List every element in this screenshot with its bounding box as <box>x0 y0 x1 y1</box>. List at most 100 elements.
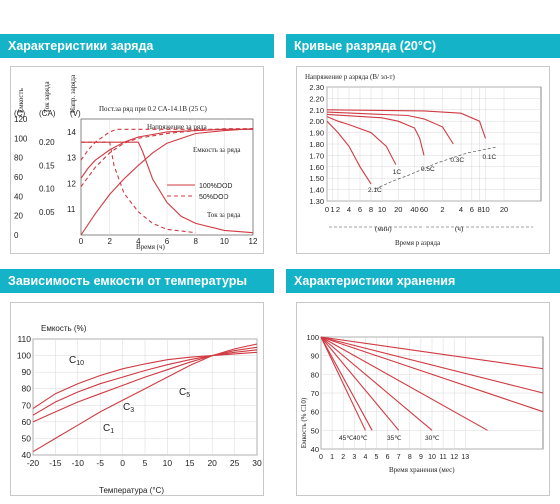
discharge-curve-1C <box>326 116 397 165</box>
discharge-label-01C: 0.1C <box>482 154 496 161</box>
discharge-tick-x-h: 20 <box>500 205 508 214</box>
charge-tick-capacity: 0 <box>14 231 19 240</box>
temp-tick-y: 90 <box>22 367 32 377</box>
charge-current-50dod <box>81 141 196 234</box>
discharge-endpoint-line <box>374 146 498 190</box>
storage-curve-8 <box>320 336 544 370</box>
charge-tick-current: 0.10 <box>39 185 55 194</box>
temp-y-title: Емкость (%) <box>41 324 87 333</box>
storage-curve-3 <box>320 336 400 431</box>
discharge-tick-x-min: 6 <box>358 205 362 214</box>
temp-tick-x: 10 <box>163 458 173 468</box>
axis-voltage-title: Напр. заряда <box>69 74 77 113</box>
axis-current-title: Ток заряда <box>43 80 51 113</box>
storage-tick-x: 1 <box>330 454 334 461</box>
temp-tick-y: 80 <box>22 384 32 394</box>
temp-label-c1: C1 <box>103 423 114 435</box>
charge-x-title: Время (ч) <box>136 243 166 251</box>
temp-tick-x: 20 <box>207 458 217 468</box>
discharge-tick-x-min: 2 <box>336 205 340 214</box>
discharge-chart-frame: Напряжение р азряда (В/ эл-т) (мин) (ч) … <box>296 66 550 254</box>
storage-x-title: Время хранения (мес) <box>389 466 455 474</box>
discharge-tick-x-h: 8 <box>477 205 481 214</box>
storage-tick-y: 80 <box>311 370 319 379</box>
charge-panel-title: Характеристики заряда <box>0 34 274 58</box>
discharge-tick-x-h: 10 <box>481 205 489 214</box>
storage-tick-x: 12 <box>450 454 458 461</box>
axis-current-unit: (CA) <box>39 109 56 118</box>
storage-curve-6 <box>320 336 544 413</box>
temp-tick-x: -10 <box>72 458 85 468</box>
storage-tick-x: 0 <box>319 454 323 461</box>
legend-50dod: 50%DOD <box>199 194 229 201</box>
temp-tick-x: 15 <box>185 458 195 468</box>
discharge-tick-y: 1.50 <box>309 174 324 183</box>
temp-label-c5: C5 <box>179 387 190 399</box>
discharge-curve-05C <box>326 113 425 156</box>
charge-tick-voltage: 13 <box>67 154 76 163</box>
temp-tick-x: -15 <box>49 458 62 468</box>
storage-y-title: Емкость (% C10) <box>300 397 308 448</box>
discharge-tick-y: 1.30 <box>309 197 324 206</box>
charge-tick-capacity: 20 <box>14 212 23 221</box>
charge-voltage-50dod <box>80 128 253 161</box>
temp-tick-x: -20 <box>27 458 40 468</box>
storage-curve-7 <box>320 336 544 394</box>
storage-curve-2 <box>320 336 373 431</box>
discharge-tick-x-min: 40 <box>410 205 418 214</box>
discharge-tick-x-h: 2 <box>440 205 444 214</box>
storage-tick-y: 70 <box>311 389 319 398</box>
temp-tick-y: 100 <box>17 351 31 361</box>
discharge-tick-y: 1.60 <box>309 163 324 172</box>
temperature-panel: Зависимость емкости от температуры <box>0 269 274 293</box>
discharge-tick-x-min: 60 <box>420 205 428 214</box>
discharge-tick-y: 2.10 <box>309 106 324 115</box>
storage-chart-frame: Емкость (% C10) Время хранения (мес) 40 5… <box>296 302 550 496</box>
storage-tick-x: 10 <box>428 454 436 461</box>
discharge-label-1C: 1C <box>393 169 402 176</box>
storage-tick-x: 11 <box>439 454 446 461</box>
axis-voltage-unit: (V) <box>70 109 81 118</box>
storage-tick-x: 5 <box>375 454 379 461</box>
charge-tick-capacity: 120 <box>14 115 28 124</box>
storage-tick-x: 6 <box>386 454 390 461</box>
discharge-y-title: Напряжение р азряда (В/ эл-т) <box>305 73 395 81</box>
storage-curve-1 <box>320 336 366 431</box>
temp-tick-y: 40 <box>22 450 32 460</box>
charge-tick-capacity: 100 <box>14 134 28 143</box>
charge-tick-capacity: 80 <box>14 154 23 163</box>
storage-tick-x: 8 <box>408 454 412 461</box>
storage-curve-4 <box>320 336 433 431</box>
temp-label-c10: C10 <box>69 355 84 367</box>
temp-tick-x: 30 <box>252 458 262 468</box>
discharge-tick-y: 2.00 <box>309 117 324 126</box>
charge-tick-x: 2 <box>107 237 112 246</box>
legend-100dod: 100%DOD <box>199 183 232 190</box>
discharge-tick-y: 1.90 <box>309 129 324 138</box>
discharge-tick-y: 2.20 <box>309 94 324 103</box>
storage-tick-y: 90 <box>311 352 319 361</box>
charge-tick-capacity: 60 <box>14 173 23 182</box>
storage-tick-x: 9 <box>419 454 423 461</box>
charge-tick-x: 0 <box>79 237 84 246</box>
discharge-unit-h: (ч) <box>455 225 464 233</box>
discharge-tick-x-min: 20 <box>394 205 402 214</box>
charge-chart: Емкость Ток заряда Напр. заряда (C) (CA)… <box>14 74 258 251</box>
temp-tick-y: 60 <box>22 417 32 427</box>
charge-capacity-50dod <box>80 128 253 188</box>
temp-tick-x: 25 <box>230 458 240 468</box>
discharge-x-title: Время р азряда <box>395 239 441 247</box>
storage-label-4: 30℃ <box>425 435 440 442</box>
storage-label-3: 35℃ <box>387 435 402 442</box>
storage-tick-y: 50 <box>311 426 319 435</box>
temp-label-c3: C3 <box>123 402 134 414</box>
discharge-tick-x-min: 1 <box>330 205 334 214</box>
storage-curve-5 <box>320 336 488 431</box>
discharge-tick-x-min: 0 <box>325 205 329 214</box>
charge-tick-x: 12 <box>249 237 258 246</box>
charge-tick-current: 0.20 <box>39 138 55 147</box>
charge-condition: Пост.за ряд при 0.2 CA-14.1B (25 C) <box>99 105 207 113</box>
discharge-tick-x-h: 4 <box>459 205 463 214</box>
storage-tick-y: 40 <box>311 445 319 454</box>
temp-tick-y: 110 <box>17 334 31 344</box>
